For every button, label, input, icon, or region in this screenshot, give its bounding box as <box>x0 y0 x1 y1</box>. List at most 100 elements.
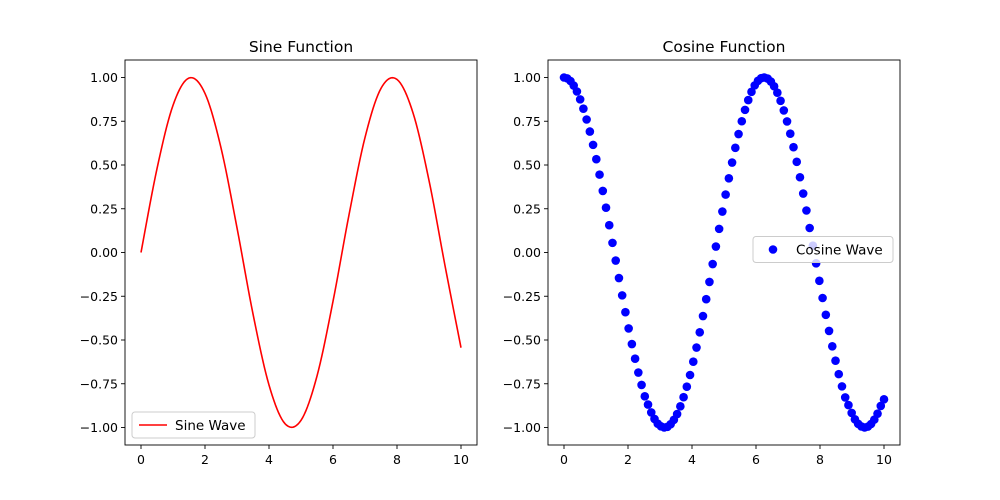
data-point <box>795 172 805 182</box>
data-point <box>585 127 595 136</box>
y-tick-label: −0.25 <box>80 289 118 304</box>
x-tick-label: 8 <box>816 452 824 467</box>
data-point <box>824 326 834 336</box>
chart-title: Sine Function <box>249 38 353 56</box>
x-tick-label: 4 <box>688 452 696 467</box>
x-tick-label: 0 <box>137 452 145 467</box>
legend-box <box>131 411 256 439</box>
y-tick-label: 0.75 <box>513 114 541 129</box>
data-point <box>598 186 608 196</box>
x-tick-label: 2 <box>624 452 632 467</box>
legend-box <box>752 236 894 263</box>
data-point <box>805 223 814 233</box>
data-point <box>776 96 785 106</box>
data-point <box>579 104 588 113</box>
data-point <box>695 328 705 337</box>
data-point <box>601 203 611 212</box>
y-tick-label: −0.50 <box>503 333 541 348</box>
data-point <box>779 106 789 115</box>
legend: Sine Wave <box>131 411 256 439</box>
data-point <box>676 402 685 411</box>
data-point <box>827 342 837 351</box>
data-point <box>575 95 585 104</box>
data-point <box>572 87 582 96</box>
data-point <box>672 409 682 419</box>
data-point <box>818 293 827 303</box>
data-point <box>627 339 637 349</box>
data-point <box>734 129 743 139</box>
data-point <box>727 158 737 167</box>
legend-label: Sine Wave <box>175 418 246 434</box>
data-point <box>792 157 802 167</box>
data-point <box>711 242 721 251</box>
legend-label: Cosine Wave <box>796 243 883 259</box>
data-point <box>692 343 701 352</box>
data-point <box>802 206 811 215</box>
data-point <box>737 116 747 126</box>
data-point <box>595 170 604 179</box>
data-point <box>721 190 730 199</box>
data-point <box>588 140 598 150</box>
chart-title: Cosine Function <box>663 38 786 56</box>
data-point <box>876 401 886 411</box>
data-point <box>789 142 798 152</box>
data-point <box>837 382 847 391</box>
data-point <box>604 220 614 230</box>
data-point <box>718 207 727 216</box>
data-point <box>698 311 708 321</box>
data-point <box>621 307 630 317</box>
data-point <box>617 291 627 300</box>
data-point <box>685 370 695 380</box>
y-tick-label: −0.25 <box>503 289 541 304</box>
data-point <box>724 174 734 183</box>
data-point <box>679 392 688 402</box>
data-point <box>714 224 724 234</box>
data-point <box>688 357 698 367</box>
data-point <box>708 259 717 269</box>
y-tick-label: 0.25 <box>90 201 118 216</box>
data-point <box>840 393 850 402</box>
data-point <box>646 408 656 417</box>
y-tick-label: 1.00 <box>513 70 541 85</box>
data-point <box>611 256 621 265</box>
data-point <box>815 276 824 286</box>
data-point <box>640 392 650 401</box>
series-line-sine-wave <box>140 76 462 429</box>
y-tick-label: 0.00 <box>90 245 118 260</box>
data-point <box>630 354 640 364</box>
data-point <box>798 189 808 198</box>
x-tick-label: 8 <box>393 452 401 467</box>
data-point <box>740 105 750 115</box>
data-point <box>844 400 853 410</box>
x-tick-label: 0 <box>560 452 568 467</box>
data-point <box>624 324 633 333</box>
data-point <box>769 81 779 91</box>
data-point <box>731 143 740 153</box>
legend-marker-swatch <box>768 245 778 254</box>
y-tick-label: −0.75 <box>80 376 118 391</box>
y-tick-label: −1.00 <box>80 420 118 435</box>
x-tick-label: 6 <box>329 452 337 467</box>
x-tick-label: 4 <box>265 452 273 467</box>
data-point <box>785 129 795 138</box>
plot-area <box>125 60 477 445</box>
data-point <box>682 382 692 392</box>
data-point <box>831 356 840 365</box>
y-tick-label: 0.50 <box>513 158 541 173</box>
x-tick-label: 10 <box>453 452 469 467</box>
data-point <box>614 273 624 283</box>
y-tick-label: −0.75 <box>503 376 541 391</box>
y-tick-label: 1.00 <box>90 70 118 85</box>
data-point <box>705 277 714 287</box>
data-point <box>743 95 753 105</box>
y-tick-label: 0.25 <box>513 201 541 216</box>
x-tick-label: 10 <box>876 452 892 467</box>
data-point <box>582 115 591 124</box>
x-tick-label: 2 <box>201 452 209 467</box>
data-point <box>873 409 882 418</box>
y-tick-label: −0.50 <box>80 333 118 348</box>
data-point <box>634 368 643 377</box>
sine-subplot: Sine Function 0 2 4 6 8 10 1.00 0.75 0.50 0.25 0.00… <box>80 38 478 467</box>
legend: Cosine Wave <box>752 236 894 263</box>
